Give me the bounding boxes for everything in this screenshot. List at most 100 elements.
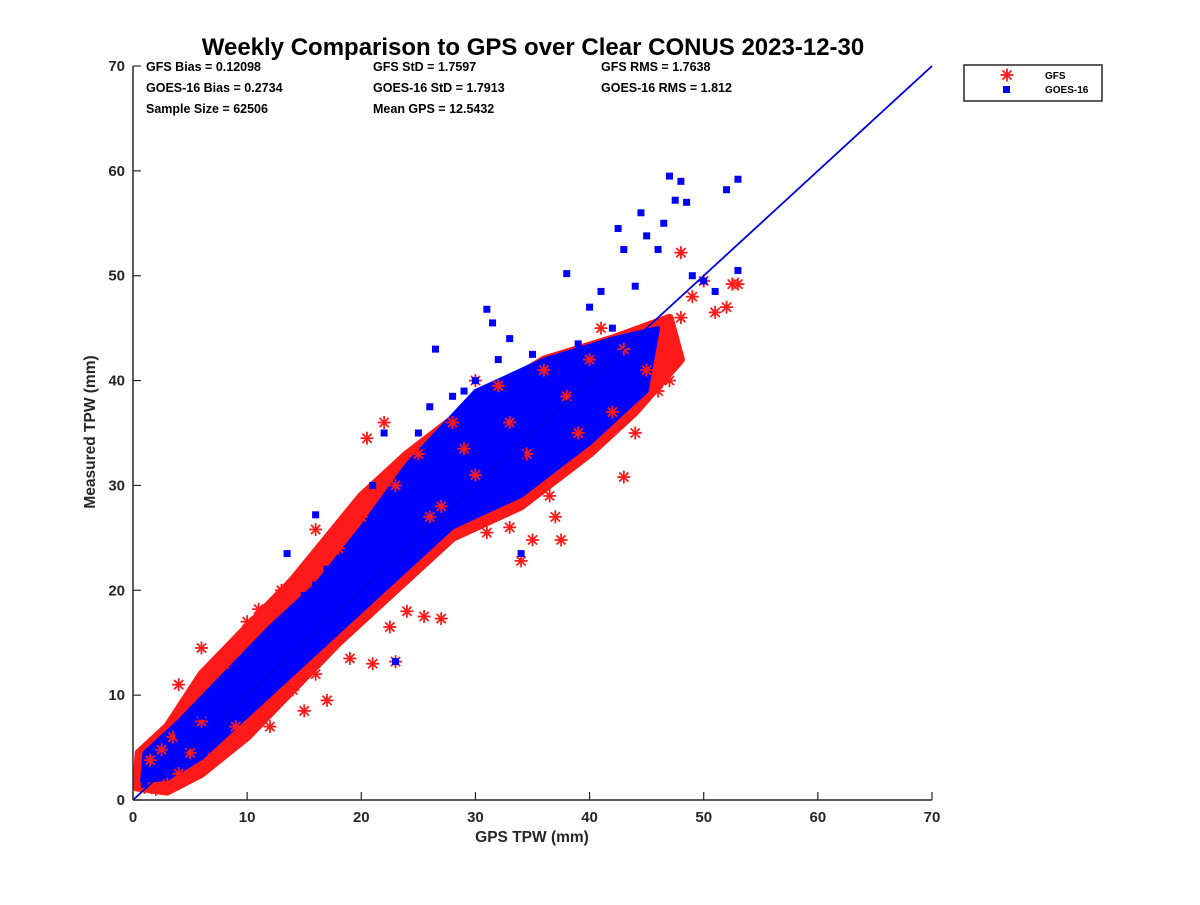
x-tick-label: 20 bbox=[353, 809, 370, 826]
goes-16-point bbox=[494, 356, 502, 364]
goes-16-point bbox=[460, 387, 468, 395]
data-points bbox=[137, 172, 745, 797]
stat-text: GOES-16 RMS = 1.812 bbox=[601, 81, 732, 95]
gfs-point bbox=[155, 743, 169, 757]
legend-box bbox=[963, 64, 1103, 102]
goes-16-point bbox=[312, 511, 320, 519]
gfs-point bbox=[366, 489, 380, 503]
goes-16-point bbox=[665, 172, 673, 180]
goes-16-point bbox=[232, 675, 240, 683]
goes-16-point bbox=[688, 272, 696, 280]
goes-16-point bbox=[471, 377, 479, 385]
x-tick-label: 30 bbox=[467, 809, 484, 826]
gfs-point bbox=[685, 290, 699, 304]
gfs-point bbox=[389, 478, 403, 492]
gfs-point bbox=[617, 470, 631, 484]
stat-text: GFS Bias = 0.12098 bbox=[146, 60, 261, 74]
goes-16-point bbox=[506, 335, 514, 343]
goes-16-point bbox=[186, 728, 194, 736]
goes-16-point bbox=[266, 633, 274, 641]
gfs-point bbox=[503, 520, 517, 534]
gfs-point bbox=[411, 447, 425, 461]
gfs-point bbox=[457, 442, 471, 456]
gfs-point bbox=[605, 405, 619, 419]
goes-16-point bbox=[643, 232, 651, 240]
axes: 0 10 20 30 40 50 60 70 0 10 20 30 40 50 60 70 bbox=[108, 58, 940, 826]
gfs-point bbox=[354, 510, 368, 524]
y-tick-label: 70 bbox=[108, 58, 125, 75]
stat-text: Mean GPS = 12.5432 bbox=[373, 102, 494, 116]
gfs-point bbox=[297, 704, 311, 718]
goes-16-point bbox=[734, 175, 742, 183]
reference-line-group bbox=[132, 65, 933, 801]
goes-16-point bbox=[608, 324, 616, 332]
gfs-point bbox=[708, 305, 722, 319]
goes-16-point bbox=[597, 287, 605, 295]
legend-goes-16-label: GOES-16 bbox=[1045, 85, 1089, 96]
gfs-point bbox=[400, 604, 414, 618]
goes-16-point bbox=[243, 665, 251, 673]
goes-16-point bbox=[711, 287, 719, 295]
goes-16-point bbox=[277, 628, 285, 636]
gfs-point bbox=[331, 541, 345, 555]
legend-gfs-label: GFS bbox=[1045, 71, 1066, 82]
y-tick-label: 60 bbox=[108, 163, 125, 180]
gfs-point bbox=[240, 615, 254, 629]
goes-16-point bbox=[209, 696, 217, 704]
goes-16-point bbox=[671, 196, 679, 204]
gfs-point bbox=[662, 374, 676, 388]
gfs-point bbox=[143, 753, 157, 767]
gfs-point bbox=[537, 363, 551, 377]
gfs-point bbox=[446, 416, 460, 430]
gfs-point bbox=[172, 678, 186, 692]
goes-16-point bbox=[255, 649, 263, 657]
goes-16-point bbox=[449, 392, 457, 400]
gfs-point bbox=[149, 783, 163, 797]
stat-text: GFS StD = 1.7597 bbox=[373, 60, 476, 74]
x-tick-label: 70 bbox=[924, 809, 941, 826]
gfs-point bbox=[480, 526, 494, 540]
gfs-point bbox=[309, 667, 323, 681]
gfs-point bbox=[526, 533, 539, 547]
gfs-point bbox=[651, 384, 665, 398]
x-axis-label: GPS TPW (mm) bbox=[475, 829, 589, 846]
goes-16-point bbox=[289, 607, 297, 615]
y-tick-label: 0 bbox=[117, 792, 125, 809]
gfs-point bbox=[548, 510, 562, 524]
goes-16-point bbox=[163, 754, 171, 762]
goes-16-point bbox=[551, 377, 559, 385]
gfs-point bbox=[674, 311, 688, 325]
gfs-point bbox=[360, 431, 374, 445]
gfs-point bbox=[583, 353, 597, 367]
goes-16-point bbox=[677, 177, 685, 185]
goes-16-point bbox=[197, 712, 205, 720]
y-tick-label: 20 bbox=[108, 582, 125, 599]
y-tick-label: 40 bbox=[108, 373, 125, 390]
goes-16-point bbox=[426, 403, 434, 411]
goes-16-point bbox=[683, 198, 691, 206]
x-tick-label: 50 bbox=[695, 809, 712, 826]
stats-block: GFS Bias = 0.12098 GFS StD = 1.7597 GFS RM… bbox=[146, 60, 732, 116]
goes-16-point bbox=[403, 492, 411, 500]
chart-title: Weekly Comparison to GPS over Clear CONU… bbox=[202, 34, 864, 61]
goes-16-point bbox=[431, 345, 439, 353]
y-tick-label: 10 bbox=[108, 687, 125, 704]
goes-16-point bbox=[660, 219, 668, 227]
goes-16-point bbox=[380, 429, 388, 437]
goes-16-point bbox=[620, 246, 628, 253]
gfs-point bbox=[731, 277, 745, 291]
gfs-point bbox=[720, 300, 734, 314]
gfs-point bbox=[366, 657, 380, 671]
gfs-point bbox=[303, 557, 317, 571]
goes-16-point bbox=[414, 429, 422, 437]
x-tick-label: 10 bbox=[239, 809, 256, 826]
gfs-point bbox=[160, 777, 174, 791]
goes-16-point bbox=[723, 186, 731, 194]
goes-16-point bbox=[300, 592, 308, 600]
gfs-point bbox=[434, 612, 448, 626]
gfs-point bbox=[343, 651, 357, 665]
goes-16-point bbox=[392, 658, 400, 666]
goes-16-point bbox=[563, 270, 571, 278]
one-to-one-reference-line bbox=[132, 65, 933, 801]
gfs-point bbox=[252, 602, 266, 616]
